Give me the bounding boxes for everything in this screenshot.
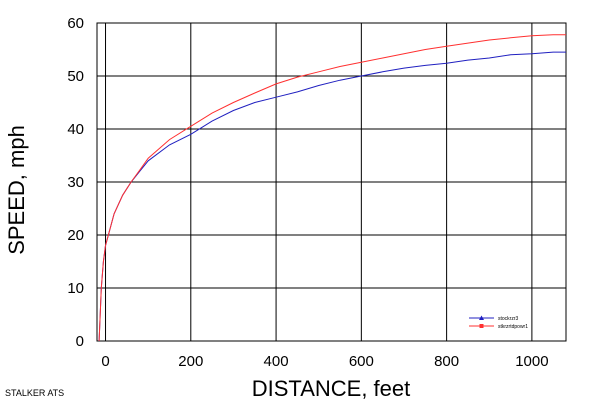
x-tick-labels: 0 200 400 600 800 1000 <box>101 353 548 370</box>
x-tick-label: 400 <box>264 353 289 370</box>
legend-marker-triangle <box>479 315 484 320</box>
legend-label: stkrzrtdpowr1 <box>498 324 528 330</box>
plot-frame <box>96 22 567 342</box>
x-axis-title: DISTANCE, feet <box>252 376 411 401</box>
footer-label: STALKER ATS <box>5 388 65 398</box>
legend-marker-square <box>479 324 484 328</box>
x-tick-label: 200 <box>178 353 203 370</box>
x-tick-label: 1000 <box>515 353 548 370</box>
series-line-stockrzr3 <box>98 51 566 342</box>
series-lines <box>98 34 566 342</box>
y-tick-label: 50 <box>67 68 84 85</box>
grid <box>97 22 566 342</box>
y-tick-label: 30 <box>67 174 84 191</box>
y-tick-label: 20 <box>67 227 84 244</box>
y-tick-labels: 0 10 20 30 40 50 60 <box>67 15 84 350</box>
x-tick-label: 0 <box>101 353 109 370</box>
legend: stockrzr3 stkrzrtdpowr1 <box>469 315 528 330</box>
series-line-stkrzrtdpowr1 <box>98 34 566 342</box>
legend-label: stockrzr3 <box>498 316 519 322</box>
y-axis-title: SPEED, mph <box>4 125 29 255</box>
y-tick-label: 60 <box>67 15 84 32</box>
y-tick-label: 40 <box>67 121 84 138</box>
x-tick-label: 800 <box>434 353 459 370</box>
y-tick-label: 0 <box>76 333 84 350</box>
y-tick-label: 10 <box>67 280 84 297</box>
x-tick-label: 600 <box>349 353 374 370</box>
